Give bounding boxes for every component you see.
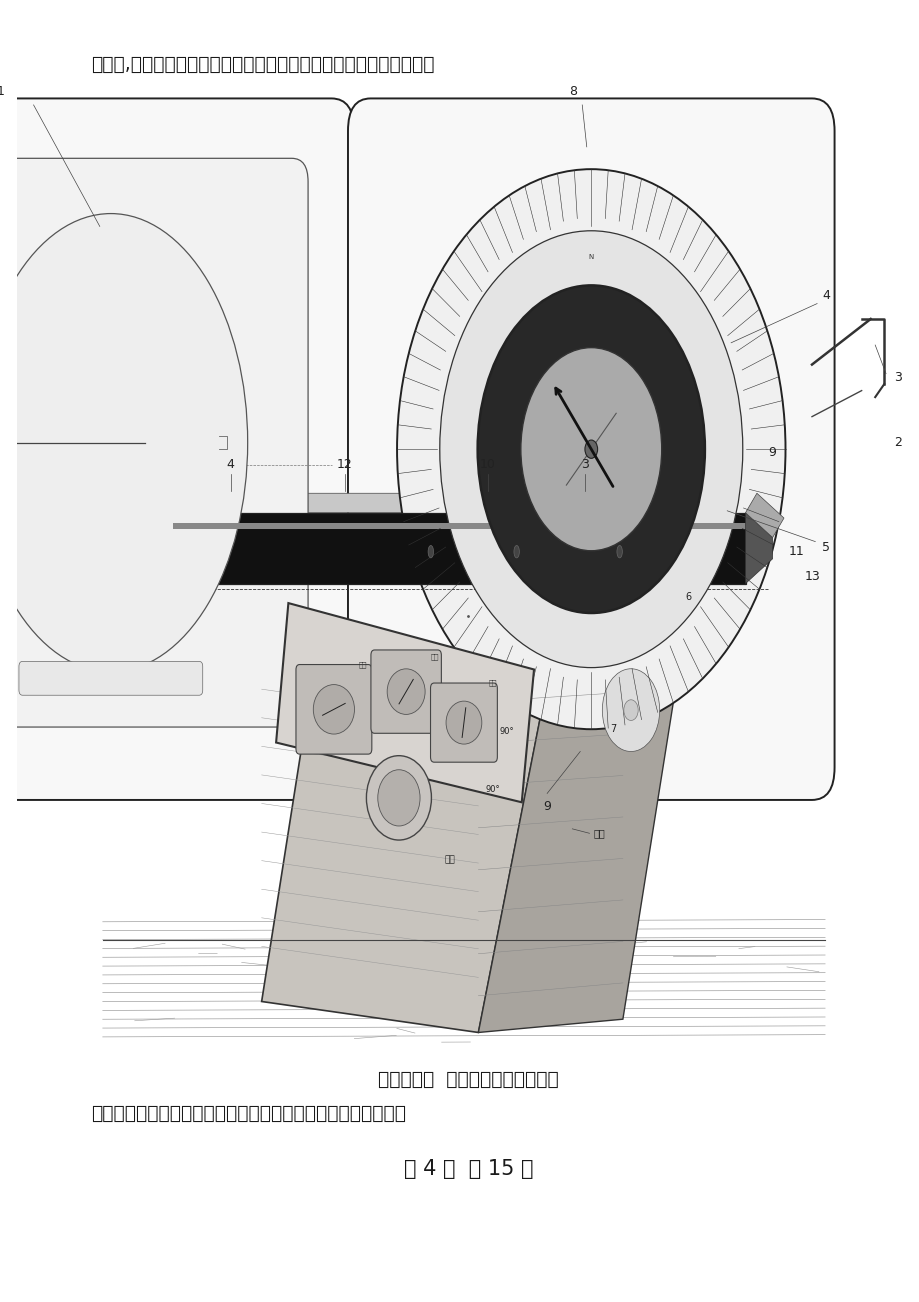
Text: 第 4 页  共 15 页: 第 4 页 共 15 页 [403, 1159, 533, 1178]
Ellipse shape [514, 546, 519, 557]
Text: N: N [588, 254, 594, 260]
Ellipse shape [584, 440, 597, 458]
Text: 4: 4 [822, 289, 829, 302]
Ellipse shape [617, 546, 621, 557]
Text: 以下是地质罗盘的图示及使用使用方法: 以下是地质罗盘的图示及使用使用方法 [151, 104, 342, 124]
Ellipse shape [0, 214, 247, 672]
FancyBboxPatch shape [173, 523, 744, 529]
Polygon shape [744, 513, 772, 583]
Ellipse shape [387, 669, 425, 715]
Text: 地质罗盘仪构造图: 地质罗盘仪构造图 [123, 135, 206, 154]
Text: 4: 4 [226, 457, 234, 470]
Text: 12: 12 [336, 457, 353, 470]
Text: 倾向: 倾向 [444, 855, 454, 865]
Text: 5: 5 [822, 540, 829, 553]
Text: 方位: 方位 [430, 652, 438, 660]
Ellipse shape [439, 230, 742, 668]
Text: 6: 6 [685, 591, 691, 602]
Ellipse shape [313, 685, 354, 734]
Ellipse shape [366, 755, 431, 840]
Text: 1: 1 [0, 86, 5, 99]
FancyBboxPatch shape [153, 529, 178, 568]
Text: 10: 10 [480, 457, 495, 470]
Text: 悬锤）；7—长方形水准器；8—圆形水准器；9—磁针制动器；10—顶针；11—杠杆；12—: 悬锤）；7—长方形水准器；8—圆形水准器；9—磁针制动器；10—顶针；11—杠杆… [91, 197, 595, 215]
Ellipse shape [378, 769, 420, 825]
Ellipse shape [397, 169, 785, 729]
FancyBboxPatch shape [19, 661, 202, 695]
Polygon shape [261, 634, 550, 1032]
FancyBboxPatch shape [0, 99, 354, 799]
Text: 90°: 90° [485, 785, 500, 793]
Ellipse shape [623, 699, 638, 720]
Ellipse shape [427, 546, 433, 557]
Text: 9: 9 [542, 799, 550, 812]
Ellipse shape [602, 669, 659, 751]
Polygon shape [276, 603, 533, 802]
Text: 11: 11 [788, 546, 804, 559]
Text: 9: 9 [767, 447, 775, 460]
Text: 图一、图二  罗盘的结构及使用方法: 图一、图二 罗盘的结构及使用方法 [378, 1070, 558, 1090]
Text: 倾向: 倾向 [594, 828, 605, 838]
Text: 8: 8 [569, 86, 576, 99]
Text: 3: 3 [581, 457, 588, 470]
Text: 2: 2 [893, 436, 901, 449]
FancyBboxPatch shape [296, 664, 371, 754]
Text: 玻璃盖；13—罗盘底盘: 玻璃盖；13—罗盘底盘 [91, 227, 213, 245]
Text: 90°: 90° [499, 727, 514, 736]
Ellipse shape [477, 285, 704, 613]
Ellipse shape [446, 700, 482, 743]
Text: 13: 13 [803, 570, 819, 583]
Text: 岩层产状测量，是地质勘察中得一项重要工作，在使用前必须进: 岩层产状测量，是地质勘察中得一项重要工作，在使用前必须进 [91, 1104, 405, 1124]
Text: 1—反光镜；2—瞄准觇板 3—磁针；4—水平刻度盘；5—垂直刻度盘；6—测  斜指示针（或: 1—反光镜；2—瞄准觇板 3—磁针；4—水平刻度盘；5—垂直刻度盘；6—测 斜指… [91, 167, 588, 185]
FancyBboxPatch shape [430, 684, 497, 762]
FancyBboxPatch shape [0, 159, 308, 727]
Text: 3: 3 [893, 371, 901, 384]
Ellipse shape [520, 348, 661, 551]
FancyBboxPatch shape [173, 513, 744, 583]
Text: 坡度: 坡度 [488, 680, 496, 686]
Polygon shape [744, 493, 783, 538]
FancyBboxPatch shape [347, 99, 834, 799]
Polygon shape [478, 656, 680, 1032]
Text: 全事项,最后分发了野外实习的工具并简单介绍仪器及使用其方法为。: 全事项,最后分发了野外实习的工具并简单介绍仪器及使用其方法为。 [91, 55, 434, 74]
FancyBboxPatch shape [370, 650, 441, 733]
Polygon shape [173, 493, 761, 513]
Text: 7: 7 [609, 724, 616, 734]
Text: 倾斜: 倾斜 [358, 661, 367, 668]
